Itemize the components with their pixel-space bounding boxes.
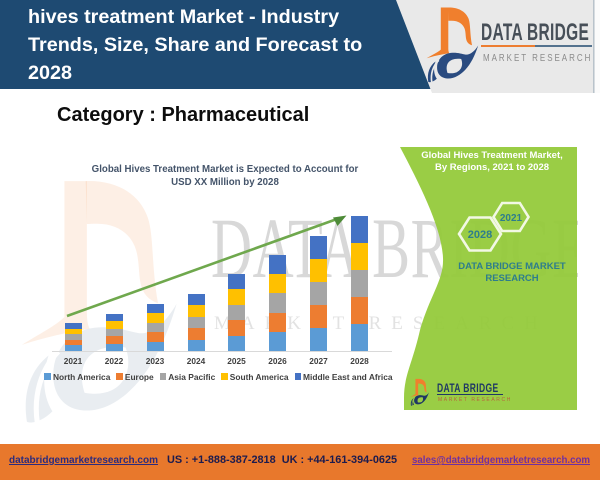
svg-text:2028: 2028 <box>468 229 492 241</box>
svg-text:2021: 2021 <box>500 213 523 224</box>
